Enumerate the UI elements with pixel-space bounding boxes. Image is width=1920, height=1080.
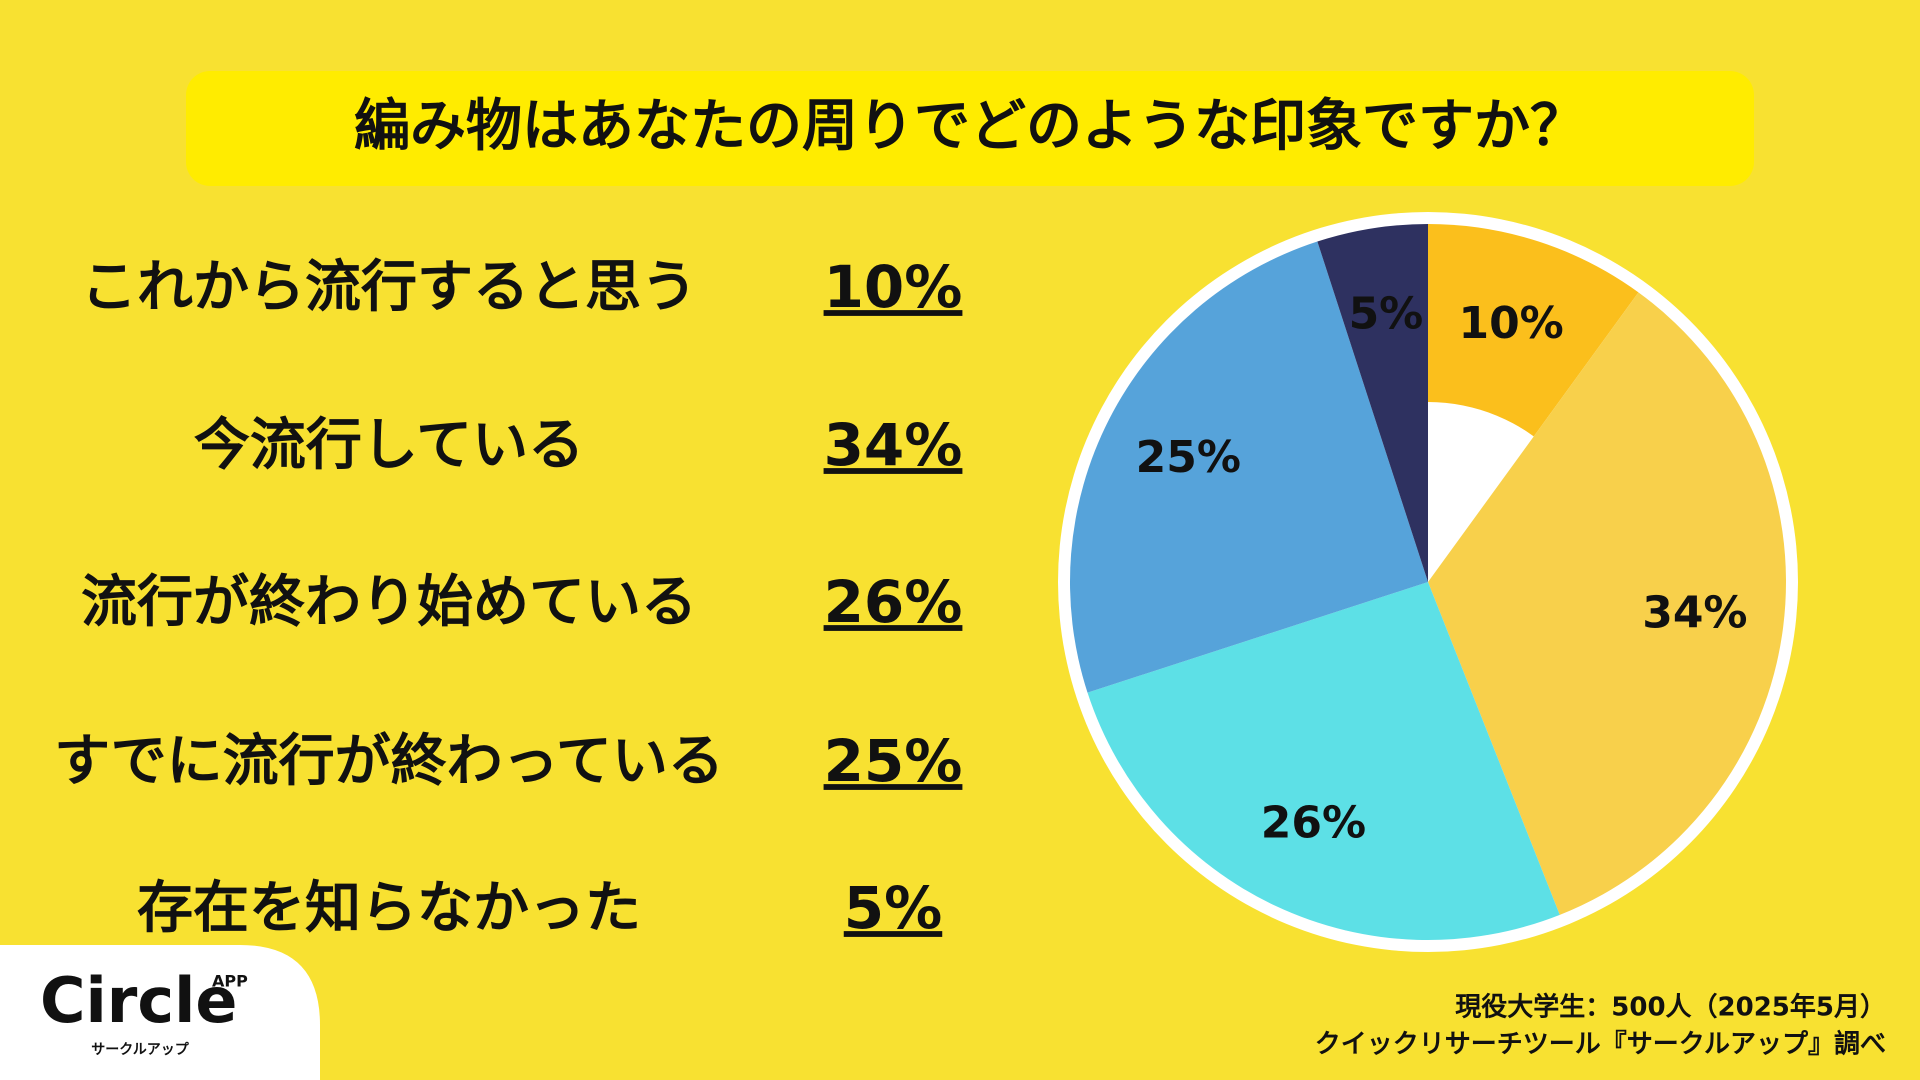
logo-badge: APP: [212, 972, 248, 991]
slice-label: 34%: [1642, 588, 1747, 639]
chart-title: 編み物はあなたの周りでどのような印象ですか？: [354, 94, 1586, 159]
category-label: すでに流行が終わっている: [54, 729, 724, 794]
list-value-label: 10%: [824, 253, 963, 321]
source-note: 現役大学生：500人（2025年5月）: [1455, 992, 1886, 1023]
logo-name: Circle: [40, 964, 237, 1037]
pie-slice: [1428, 292, 1786, 915]
list-value-label: 5%: [844, 874, 942, 942]
pie-slice: [1087, 582, 1560, 941]
pie-slice: [1069, 241, 1428, 693]
category-label: これから流行すると思う: [81, 255, 697, 320]
slice-label: 5%: [1349, 288, 1424, 339]
slice-label: 25%: [1136, 432, 1241, 483]
pie-slice: [1317, 224, 1428, 582]
list-value-label: 25%: [824, 727, 963, 795]
title-box: [186, 71, 1754, 186]
category-label: 今流行している: [194, 413, 584, 478]
logo-sub: サークルアップ: [91, 1042, 190, 1058]
list-value-label: 26%: [824, 568, 963, 636]
logo-panel: [0, 945, 320, 1080]
category-label: 存在を知らなかった: [137, 876, 641, 941]
source-note: クイックリサーチツール『サークルアップ』調べ: [1315, 1029, 1886, 1060]
slice-label: 10%: [1458, 298, 1563, 349]
slice-label: 26%: [1261, 797, 1366, 848]
list-value-label: 34%: [824, 411, 963, 479]
category-label: 流行が終わり始めている: [81, 570, 697, 635]
